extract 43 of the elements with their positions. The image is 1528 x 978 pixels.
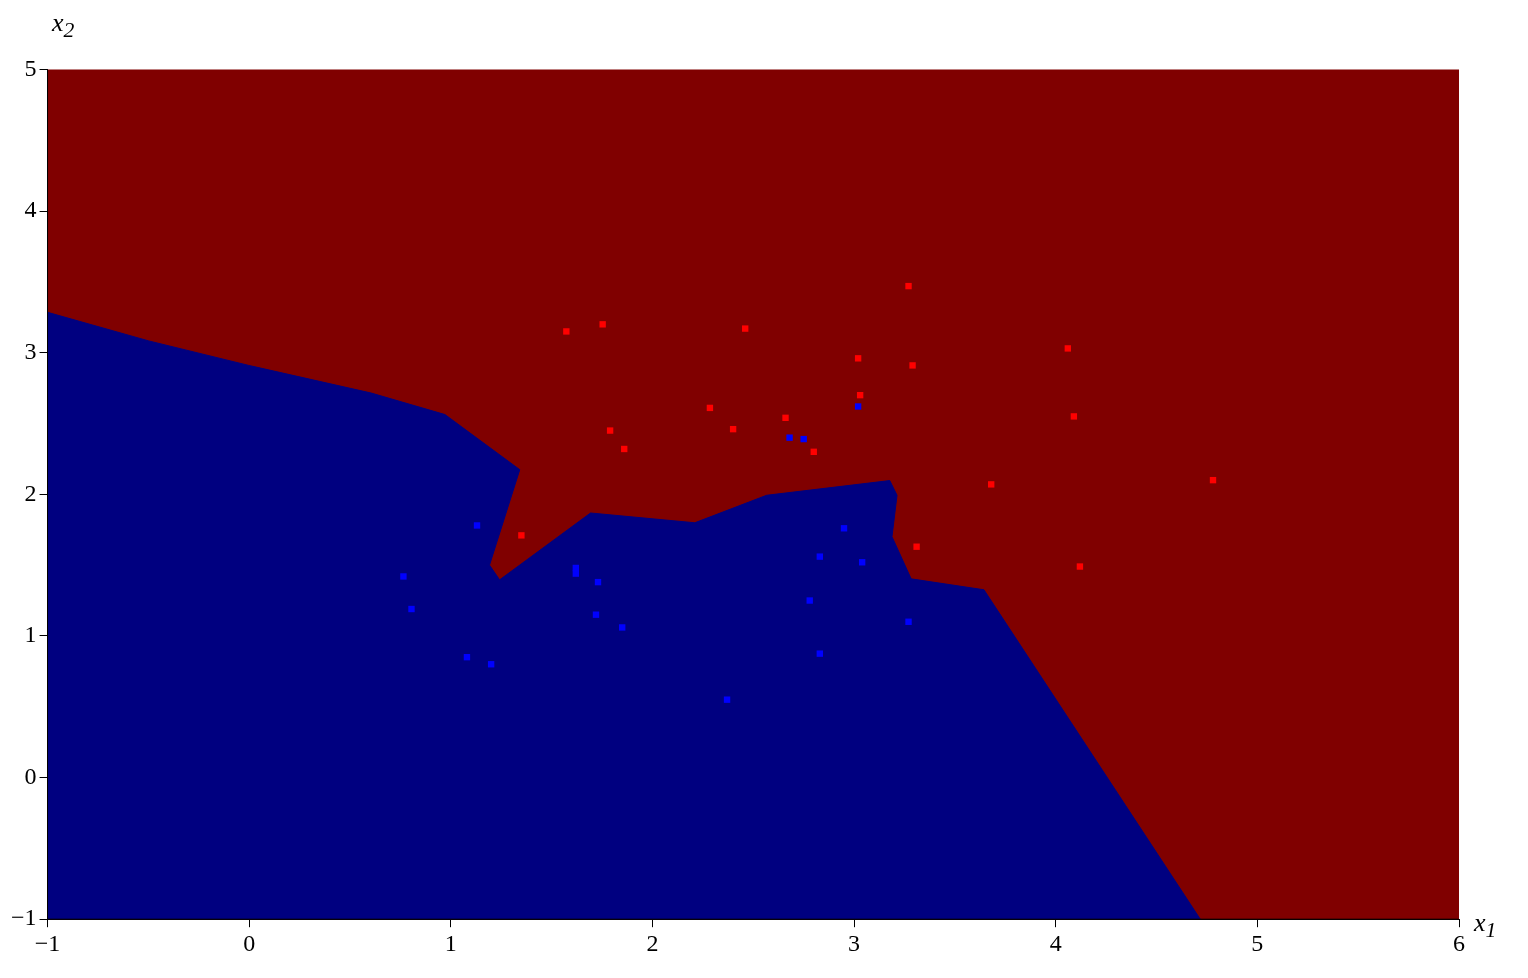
y-tick-label: 5 — [24, 54, 37, 81]
x-tick-label: 4 — [1049, 929, 1062, 956]
point — [905, 618, 912, 625]
point — [599, 321, 606, 328]
point — [816, 553, 823, 560]
x-tick-label: 0 — [243, 929, 256, 956]
point — [854, 355, 862, 362]
x-axis-title: x$_{1}$ — [1474, 908, 1497, 944]
point — [473, 522, 481, 529]
point — [723, 696, 731, 703]
y-tick-label: −1 — [10, 904, 37, 931]
point — [913, 543, 920, 550]
x-tick-label: 5 — [1251, 929, 1264, 956]
point — [408, 605, 415, 613]
y-tick-label: 0 — [24, 762, 37, 789]
point — [816, 650, 823, 657]
point — [518, 532, 525, 539]
point — [909, 362, 916, 369]
point — [786, 434, 793, 441]
point — [742, 325, 749, 332]
point — [854, 403, 862, 410]
point — [400, 573, 407, 580]
point — [806, 597, 813, 604]
point — [782, 414, 789, 421]
point — [572, 570, 580, 577]
point — [619, 624, 626, 631]
point — [1064, 345, 1072, 352]
point — [988, 481, 995, 488]
point — [606, 427, 614, 434]
point — [563, 328, 570, 335]
y-tick-label: 3 — [24, 337, 37, 364]
point — [1070, 413, 1078, 420]
x-tick-label: 6 — [1453, 929, 1465, 956]
point — [905, 282, 912, 290]
x-tick-label: 2 — [646, 929, 659, 956]
point — [1076, 563, 1084, 570]
x-tick-label: 1 — [444, 929, 457, 956]
y-axis-title: x$_{2}$ — [52, 8, 75, 44]
y-tick-label: 2 — [24, 479, 37, 506]
y-tick-label: 1 — [24, 621, 37, 648]
x-tick-label: 3 — [848, 929, 861, 956]
point — [800, 435, 807, 443]
y-tick-label: 4 — [24, 196, 37, 223]
